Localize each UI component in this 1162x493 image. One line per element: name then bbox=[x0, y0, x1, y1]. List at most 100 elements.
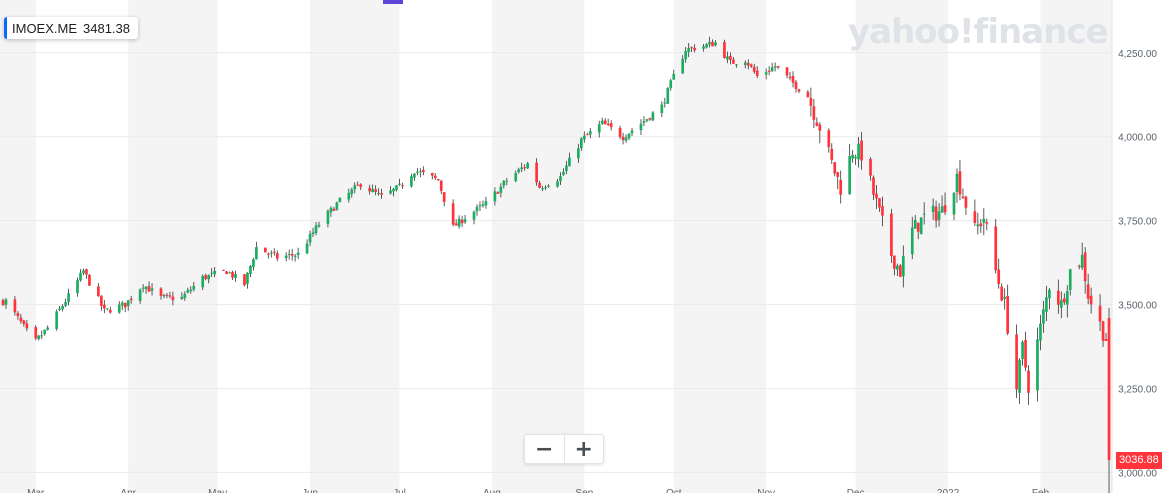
month-band bbox=[128, 0, 218, 493]
y-axis: 3,000.00 3,250.00 3,500.00 3,750.00 4,000.00… bbox=[1111, 0, 1157, 493]
candle-body bbox=[788, 76, 792, 78]
yahoo-finance-logo: yahoo!finance bbox=[848, 12, 1109, 52]
last-price-badge: 3036.88 bbox=[1116, 452, 1162, 470]
candle-body bbox=[61, 305, 64, 310]
month-band bbox=[310, 0, 400, 493]
candle-body bbox=[723, 42, 726, 58]
candle-body bbox=[857, 143, 860, 160]
candle-body bbox=[472, 211, 476, 220]
candle-body bbox=[1062, 298, 1066, 303]
candle-body bbox=[457, 218, 461, 227]
x-tick-label: Aug bbox=[483, 488, 501, 493]
month-band bbox=[0, 0, 36, 493]
candle-body bbox=[249, 265, 252, 275]
candle-body bbox=[985, 222, 989, 224]
candle-body bbox=[335, 202, 339, 210]
candle-body bbox=[749, 64, 753, 67]
candle-body bbox=[463, 219, 467, 223]
candle-body bbox=[940, 206, 944, 213]
candle-body bbox=[228, 272, 231, 274]
candle-body bbox=[210, 272, 214, 274]
candle-body bbox=[526, 163, 530, 169]
candle-body bbox=[639, 123, 643, 131]
candle-body bbox=[413, 173, 416, 178]
candle-body bbox=[660, 104, 664, 114]
ticker-legend[interactable]: IMOEX.ME 3481.38 bbox=[4, 17, 139, 39]
month-band bbox=[855, 0, 949, 493]
candle-body bbox=[108, 309, 112, 313]
candle-body bbox=[958, 171, 962, 195]
candle-body bbox=[693, 47, 696, 51]
zoom-in-button[interactable]: + bbox=[563, 435, 604, 463]
candle-body bbox=[389, 190, 392, 194]
candle-body bbox=[681, 58, 685, 74]
candle-body bbox=[624, 137, 628, 141]
candle-body bbox=[577, 148, 580, 159]
candle-body bbox=[64, 301, 67, 306]
candle-body bbox=[735, 64, 738, 66]
candle-body bbox=[493, 191, 497, 202]
candle-body bbox=[410, 176, 413, 187]
candle-body bbox=[517, 169, 521, 173]
candle-body bbox=[973, 211, 977, 223]
candle-body bbox=[597, 124, 601, 133]
candle-body bbox=[416, 171, 419, 173]
candle-body bbox=[168, 295, 172, 297]
candle-body bbox=[82, 270, 85, 274]
candle-body bbox=[13, 299, 17, 313]
zoom-out-button[interactable]: − bbox=[535, 436, 554, 462]
candle-body bbox=[308, 233, 312, 243]
candle-body bbox=[1024, 340, 1027, 368]
candle-body bbox=[1, 299, 5, 305]
candle-body bbox=[368, 187, 372, 192]
candle-body bbox=[955, 173, 959, 192]
candle-body bbox=[97, 286, 100, 297]
candle-body bbox=[1036, 339, 1039, 391]
candle-body bbox=[162, 295, 166, 297]
candle-body bbox=[16, 313, 20, 317]
candle-body bbox=[931, 205, 935, 213]
candle-body bbox=[994, 226, 998, 271]
candle-body bbox=[55, 311, 58, 329]
candle-body bbox=[794, 81, 798, 89]
candle-body bbox=[556, 181, 559, 187]
candle-body bbox=[1089, 295, 1093, 305]
candle-body bbox=[997, 269, 1001, 285]
ticker-value: 3481.38 bbox=[83, 20, 131, 36]
y-tick-label: 4,250.00 bbox=[1118, 49, 1157, 60]
candle-body bbox=[371, 189, 374, 193]
candle-body bbox=[436, 179, 440, 181]
candle-body bbox=[860, 140, 863, 161]
x-tick-label: Feb bbox=[1032, 488, 1050, 493]
candle-body bbox=[76, 280, 79, 294]
candle-body bbox=[398, 183, 401, 185]
candle-body bbox=[878, 198, 881, 208]
candle-body bbox=[1006, 296, 1009, 334]
candle-body bbox=[630, 130, 634, 134]
candle-body bbox=[290, 254, 294, 256]
x-tick-label: Sep bbox=[575, 488, 593, 493]
candle-body bbox=[961, 196, 965, 198]
candle-body bbox=[854, 156, 857, 159]
candle-body bbox=[982, 218, 986, 223]
month-band bbox=[491, 0, 585, 493]
candle-body bbox=[234, 274, 237, 278]
candle-body bbox=[269, 252, 273, 254]
candle-body bbox=[189, 289, 193, 292]
candle-body bbox=[565, 165, 568, 172]
candle-body bbox=[123, 302, 127, 308]
candles bbox=[1, 36, 1111, 493]
candle-body bbox=[120, 302, 124, 306]
candle-body bbox=[499, 186, 503, 193]
candle-body bbox=[797, 89, 801, 92]
candle-body bbox=[979, 223, 983, 227]
candle-body bbox=[875, 193, 878, 199]
candle-body bbox=[138, 289, 142, 301]
candle-body bbox=[305, 243, 309, 254]
candle-body bbox=[839, 179, 843, 195]
candle-body bbox=[317, 224, 321, 227]
candle-body bbox=[183, 293, 187, 298]
candle-body bbox=[746, 63, 750, 66]
candle-body bbox=[910, 227, 914, 255]
